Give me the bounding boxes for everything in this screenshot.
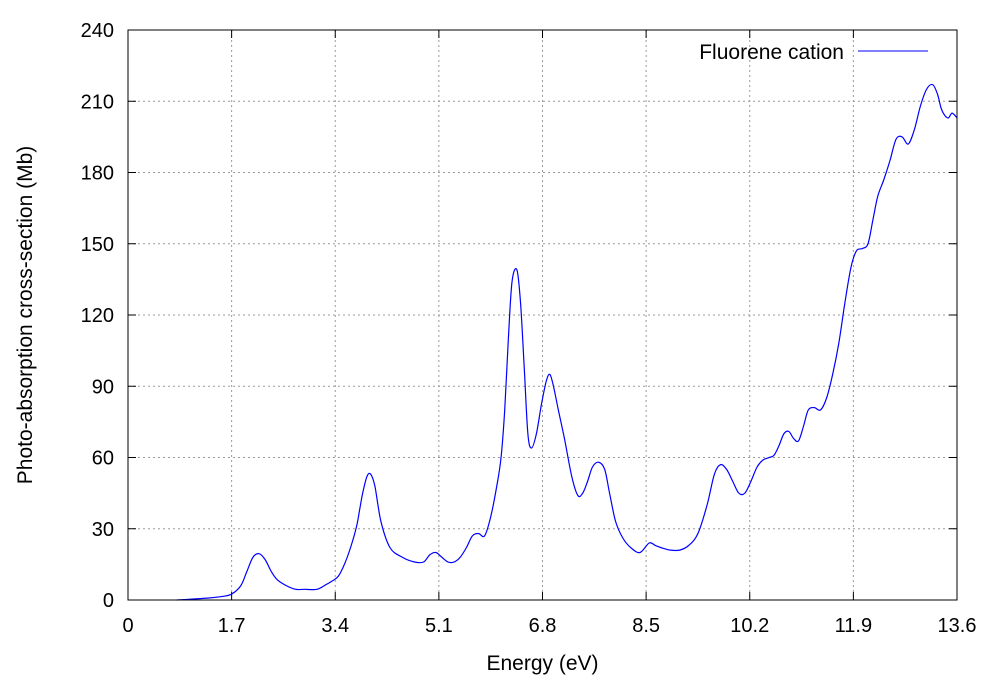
y-tick-label: 0 (103, 590, 114, 612)
x-tick-label: 6.8 (529, 615, 557, 637)
y-tick-label: 90 (92, 376, 114, 398)
y-tick-label: 120 (81, 305, 114, 327)
plot-frame (127, 29, 958, 601)
x-tick-label: 3.4 (321, 615, 349, 637)
y-axis-title: Photo-absorption cross-section (Mb) (14, 146, 37, 484)
x-tick-label: 10.2 (730, 615, 769, 637)
x-tick-label: 11.9 (835, 615, 872, 637)
y-tick-label: 150 (81, 234, 114, 256)
y-tick-label: 60 (92, 448, 114, 470)
ticks-layer: 0 30 60 90 120 150 180 210 240 0 1.7 3.4 5.1 6.8 8.5 10… (81, 20, 977, 637)
y-tick-label: 180 (81, 163, 114, 185)
legend: Fluorene cation (699, 41, 928, 64)
series-layer (176, 83, 958, 601)
x-tick-label: 0 (122, 615, 133, 637)
y-tick-label: 240 (81, 20, 114, 42)
series-line (176, 83, 958, 601)
x-tick-label: 13.6 (938, 615, 977, 637)
y-tick-label: 30 (92, 519, 114, 541)
legend-entry-label: Fluorene cation (699, 41, 844, 64)
x-tick-label: 5.1 (425, 615, 453, 637)
x-tick-label: 8.5 (632, 615, 660, 637)
grid-layer (128, 30, 957, 600)
x-tick-label: 1.7 (218, 615, 246, 637)
x-axis-title: Energy (eV) (486, 652, 598, 675)
y-tick-label: 210 (81, 91, 114, 113)
